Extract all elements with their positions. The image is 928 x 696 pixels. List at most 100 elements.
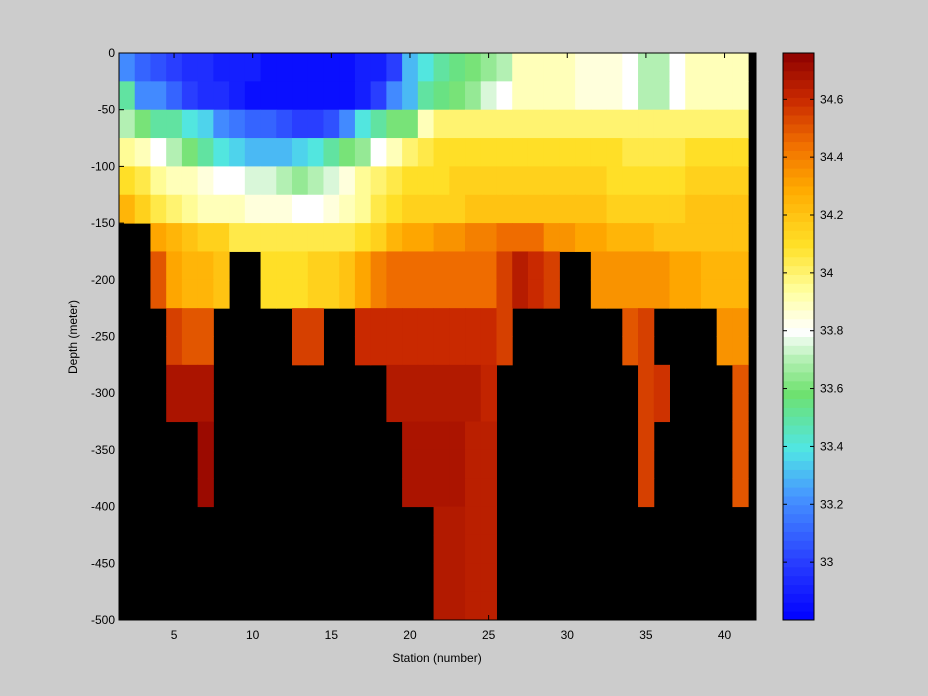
colorbar-segment	[783, 212, 814, 222]
heatmap-cell	[465, 308, 482, 337]
heatmap-cell	[732, 251, 749, 281]
colorbar-segment	[783, 354, 814, 364]
y-axis-label: Depth (meter)	[66, 300, 80, 374]
x-tick-label: 5	[171, 628, 178, 642]
heatmap-cell	[213, 138, 230, 167]
heatmap-cell	[700, 251, 718, 281]
heatmap-cell	[260, 81, 277, 111]
heatmap-cell	[480, 223, 497, 252]
heatmap-cell	[653, 166, 670, 196]
heatmap-cell	[606, 109, 623, 139]
heatmap-cell	[181, 138, 199, 167]
heatmap-cell	[244, 166, 262, 196]
heatmap-cell	[370, 308, 387, 337]
heatmap-cell	[213, 223, 230, 252]
heatmap-cell	[449, 506, 466, 536]
heatmap-cell	[653, 194, 670, 224]
heatmap-cell	[307, 166, 324, 196]
heatmap-cell	[229, 166, 246, 196]
heatmap-cell	[590, 138, 608, 167]
heatmap-cell	[166, 308, 183, 337]
heatmap-cell	[575, 194, 592, 224]
heatmap-cell	[370, 251, 387, 281]
heatmap-cell	[402, 364, 419, 394]
heatmap-cell	[480, 251, 497, 281]
heatmap-cell	[575, 109, 592, 139]
heatmap-cell	[292, 336, 309, 366]
colorbar-segment	[783, 318, 814, 329]
heatmap-cell	[417, 308, 435, 337]
heatmap-cell	[590, 81, 608, 111]
heatmap-cell	[512, 279, 529, 309]
heatmap-cell	[260, 223, 277, 252]
heatmap-cell	[732, 364, 749, 394]
heatmap-cell	[323, 138, 340, 167]
heatmap-cell	[150, 53, 167, 82]
heatmap-cell	[197, 53, 214, 82]
heatmap-cell	[449, 534, 466, 564]
heatmap-cell	[685, 138, 702, 167]
heatmap-cell	[465, 534, 482, 564]
colorbar-tick-label: 34.6	[820, 92, 844, 106]
heatmap-cell	[606, 279, 623, 309]
heatmap-cell	[638, 336, 655, 366]
heatmap-cell	[480, 336, 497, 366]
heatmap-cell	[465, 478, 482, 508]
colorbar-segment	[783, 469, 814, 479]
heatmap-cell	[417, 166, 435, 196]
heatmap-cell	[370, 336, 387, 366]
heatmap-cell	[402, 138, 419, 167]
heatmap-cell	[150, 109, 167, 139]
heatmap-cell	[480, 109, 497, 139]
heatmap-cell	[465, 251, 482, 281]
colorbar-tick-label: 34.4	[820, 150, 844, 164]
heatmap-cell	[622, 138, 639, 167]
heatmap-cell	[276, 166, 293, 196]
heatmap-cell	[354, 81, 372, 111]
heatmap-cell	[417, 109, 435, 139]
heatmap-cell	[292, 81, 309, 111]
colorbar-segment	[783, 345, 814, 355]
heatmap-cell	[339, 251, 356, 281]
heatmap-cell	[465, 166, 482, 196]
heatmap-cell	[307, 81, 324, 111]
heatmap-cell	[260, 251, 277, 281]
colorbar-segment	[783, 230, 814, 240]
heatmap-cell	[559, 81, 576, 111]
heatmap-cell	[465, 279, 482, 309]
heatmap-cell	[276, 109, 293, 139]
heatmap-cell	[386, 109, 403, 139]
heatmap-cell	[700, 166, 718, 196]
heatmap-cell	[229, 194, 246, 224]
heatmap-cell	[638, 364, 655, 394]
heatmap-cell	[622, 166, 639, 196]
heatmap-cell	[229, 109, 246, 139]
heatmap-cell	[417, 138, 435, 167]
heatmap-cell	[449, 53, 466, 82]
heatmap-cell	[622, 194, 639, 224]
heatmap-cell	[166, 166, 183, 196]
heatmap-cell	[465, 393, 482, 423]
heatmap-cell	[307, 194, 324, 224]
heatmap-cell	[260, 166, 277, 196]
heatmap-cell	[354, 308, 372, 337]
colorbar-segment	[783, 132, 814, 143]
heatmap-cell	[527, 251, 545, 281]
heatmap-cell	[119, 194, 136, 224]
heatmap-cell	[134, 81, 151, 111]
heatmap-cell	[512, 223, 529, 252]
heatmap-cell	[527, 194, 545, 224]
heatmap-cell	[386, 364, 403, 394]
heatmap-cell	[543, 138, 560, 167]
heatmap-cell	[323, 81, 340, 111]
heatmap-cell	[732, 109, 749, 139]
colorbar-segment	[783, 168, 814, 178]
axes: 5 10 15 20 25 30 35 40 0 -50 -100 -150 -200 -250 -300 -…	[91, 46, 757, 642]
heatmap-cell	[386, 138, 403, 167]
heatmap-cell	[700, 81, 718, 111]
heatmap-cell	[433, 81, 450, 111]
heatmap-cell	[354, 194, 372, 224]
heatmap-cell	[449, 279, 466, 309]
heatmap-cell	[197, 81, 214, 111]
heatmap-cell	[575, 81, 592, 111]
